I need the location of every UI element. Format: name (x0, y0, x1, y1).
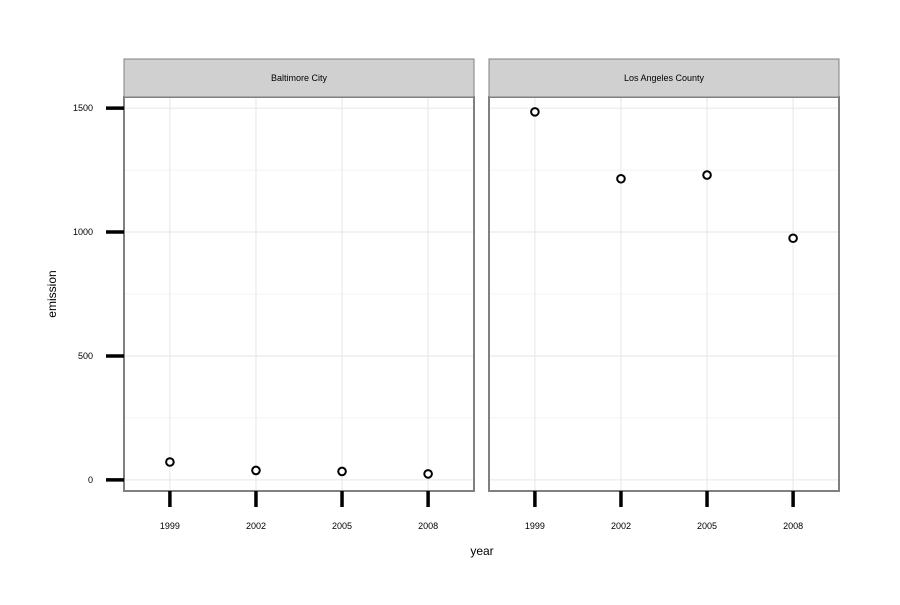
x-tick-label: 1999 (160, 521, 180, 531)
data-point (337, 466, 347, 477)
y-tick-label: 0 (88, 475, 93, 485)
data-point (165, 457, 175, 467)
x-tick-label: 2005 (332, 521, 352, 531)
facet-strip-label: Baltimore City (271, 73, 328, 83)
facet-strip (123, 58, 475, 98)
data-point (251, 465, 261, 476)
x-tick-label: 2002 (611, 521, 631, 531)
x-axis-title: year (470, 544, 493, 558)
y-tick-label: 1000 (73, 227, 93, 237)
facet-strip-label: Los Angeles County (624, 73, 705, 83)
facet-strip (488, 58, 840, 98)
data-point (530, 107, 540, 117)
x-tick-label: 1999 (525, 521, 545, 531)
data-point (616, 173, 626, 184)
x-tick-label: 2005 (697, 521, 717, 531)
data-point (423, 469, 433, 479)
x-tick-label: 2008 (783, 521, 803, 531)
y-tick-label: 500 (78, 351, 93, 361)
y-tick-label: 1500 (73, 103, 93, 113)
y-axis-title: emission (45, 270, 59, 317)
x-tick-label: 2008 (418, 521, 438, 531)
x-tick-label: 2002 (246, 521, 266, 531)
data-point (788, 233, 798, 244)
data-point (702, 170, 712, 180)
